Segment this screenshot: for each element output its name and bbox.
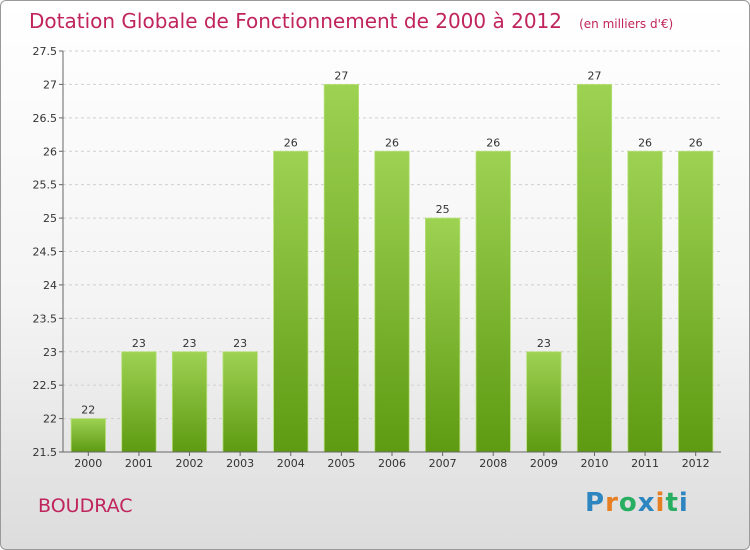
- data-label: 27: [587, 69, 601, 82]
- x-tick-label: 2005: [327, 457, 355, 470]
- y-tick-label: 27.5: [33, 45, 58, 58]
- bar: [627, 150, 663, 453]
- chart-unit-text: (en milliers d'€): [579, 17, 674, 31]
- data-label: 22: [81, 404, 95, 417]
- y-tick-label: 23: [43, 346, 57, 359]
- data-label: 27: [334, 69, 348, 82]
- data-label: 26: [486, 136, 500, 149]
- logo-letter: P: [585, 488, 606, 518]
- x-tick-label: 2011: [631, 457, 659, 470]
- data-label: 26: [284, 136, 298, 149]
- y-tick-label: 25: [43, 212, 57, 225]
- y-tick-label: 24.5: [33, 246, 58, 259]
- x-tick-label: 2006: [378, 457, 406, 470]
- data-label: 26: [638, 136, 652, 149]
- data-label: 23: [537, 337, 551, 350]
- bar: [70, 418, 106, 453]
- bar: [171, 351, 208, 453]
- x-tick-label: 2001: [125, 457, 153, 470]
- bar: [425, 217, 461, 453]
- x-tick-label: 2004: [277, 457, 305, 470]
- x-tick-label: 2009: [530, 457, 558, 470]
- y-tick-label: 23.5: [33, 312, 58, 325]
- proxiti-logo: Proxiti: [585, 488, 689, 518]
- data-label: 23: [132, 337, 146, 350]
- bar: [323, 84, 359, 453]
- bar: [576, 84, 613, 453]
- data-label: 25: [436, 203, 450, 216]
- bar: [374, 150, 410, 453]
- data-label: 26: [689, 136, 703, 149]
- x-tick-label: 2000: [74, 457, 102, 470]
- x-tick-label: 2007: [429, 457, 457, 470]
- bar: [678, 150, 714, 453]
- bar: [121, 351, 157, 453]
- y-tick-label: 27: [43, 78, 57, 91]
- logo-letter: x: [637, 488, 656, 518]
- x-tick-label: 2008: [479, 457, 507, 470]
- chart-title-text: Dotation Globale de Fonctionnement de 20…: [29, 9, 562, 33]
- logo-letter: i: [655, 488, 666, 518]
- x-tick-label: 2010: [580, 457, 608, 470]
- data-label: 23: [233, 337, 247, 350]
- logo-letter: i: [678, 488, 689, 518]
- logo-letter: t: [665, 488, 679, 518]
- data-label: 26: [385, 136, 399, 149]
- y-tick-label: 26.5: [33, 112, 58, 125]
- x-tick-label: 2003: [226, 457, 254, 470]
- y-tick-label: 22: [43, 413, 57, 426]
- logo-letter: o: [618, 488, 638, 518]
- bar: [475, 150, 511, 453]
- logo-letter: r: [605, 488, 619, 518]
- bar: [526, 351, 562, 453]
- chart-title: Dotation Globale de Fonctionnement de 20…: [29, 9, 673, 33]
- commune-name: BOUDRAC: [38, 495, 133, 517]
- y-tick-label: 25.5: [33, 179, 58, 192]
- data-label: 23: [183, 337, 197, 350]
- bar: [273, 150, 309, 453]
- y-tick-label: 24: [43, 279, 57, 292]
- x-tick-label: 2012: [682, 457, 710, 470]
- bar: [222, 351, 258, 453]
- y-tick-label: 26: [43, 145, 57, 158]
- y-tick-label: 22.5: [33, 379, 58, 392]
- x-tick-label: 2002: [176, 457, 204, 470]
- y-tick-label: 21.5: [33, 446, 58, 459]
